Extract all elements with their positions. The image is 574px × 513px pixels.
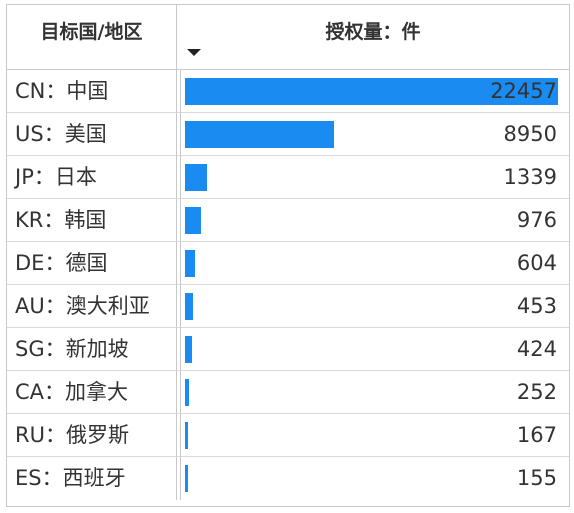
data-bar	[185, 78, 558, 105]
value-label: 252	[516, 380, 557, 404]
data-bar	[185, 379, 189, 406]
value-cell: 167	[180, 414, 569, 456]
value-label: 976	[516, 208, 557, 232]
country-cell: DE：德国	[7, 242, 177, 284]
country-cell: KR：韩国	[7, 199, 177, 241]
table-row[interactable]: CA：加拿大 252	[7, 371, 569, 414]
data-bar	[185, 207, 201, 234]
table-row[interactable]: SG：新加坡 424	[7, 328, 569, 371]
value-cell: 453	[180, 285, 569, 327]
column-header-value-label: 授权量：件	[325, 21, 421, 43]
value-cell: 22457	[180, 70, 569, 112]
data-bar	[185, 293, 193, 320]
value-cell: 8950	[180, 113, 569, 155]
sort-descending-icon[interactable]	[187, 49, 201, 56]
value-label: 453	[516, 294, 557, 318]
table-row[interactable]: CN：中国 22457	[7, 70, 569, 113]
data-bar	[185, 336, 192, 363]
country-cell: JP：日本	[7, 156, 177, 198]
table-row[interactable]: AU：澳大利亚 453	[7, 285, 569, 328]
value-label: 167	[516, 423, 557, 447]
data-bar	[185, 422, 188, 449]
table-row[interactable]: KR：韩国 976	[7, 199, 569, 242]
country-cell: SG：新加坡	[7, 328, 177, 370]
value-cell: 976	[180, 199, 569, 241]
value-cell: 155	[180, 457, 569, 500]
data-bar	[185, 250, 195, 277]
value-label: 424	[516, 337, 557, 361]
data-bar	[185, 164, 207, 191]
table-row[interactable]: RU：俄罗斯 167	[7, 414, 569, 457]
country-cell: CN：中国	[7, 70, 177, 112]
table-row[interactable]: JP：日本 1339	[7, 156, 569, 199]
country-cell: US：美国	[7, 113, 177, 155]
column-header-country-label: 目标国/地区	[40, 21, 143, 43]
table-row[interactable]: US：美国 8950	[7, 113, 569, 156]
column-header-value[interactable]: 授权量：件	[177, 5, 569, 69]
data-table: 目标国/地区 授权量：件 CN：中国 22457 US：美国 8950 JP：日本 133…	[6, 4, 570, 507]
value-cell: 604	[180, 242, 569, 284]
country-cell: RU：俄罗斯	[7, 414, 177, 456]
value-label: 155	[516, 466, 557, 490]
value-label: 1339	[503, 165, 557, 189]
value-cell: 1339	[180, 156, 569, 198]
table-row[interactable]: DE：德国 604	[7, 242, 569, 285]
column-header-country[interactable]: 目标国/地区	[7, 5, 177, 69]
data-bar	[185, 465, 188, 492]
value-label: 604	[516, 251, 557, 275]
value-label: 22457	[490, 79, 557, 103]
value-cell: 252	[180, 371, 569, 413]
table-body: CN：中国 22457 US：美国 8950 JP：日本 1339 KR：韩国 976 DE：德…	[7, 70, 569, 500]
table-header: 目标国/地区 授权量：件	[7, 5, 569, 70]
data-bar	[185, 121, 334, 148]
country-cell: CA：加拿大	[7, 371, 177, 413]
value-label: 8950	[503, 122, 557, 146]
country-cell: ES：西班牙	[7, 457, 177, 500]
country-cell: AU：澳大利亚	[7, 285, 177, 327]
value-cell: 424	[180, 328, 569, 370]
table-row[interactable]: ES：西班牙 155	[7, 457, 569, 500]
